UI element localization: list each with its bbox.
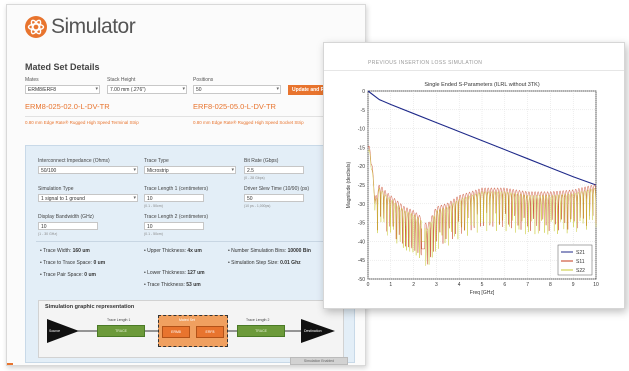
mates-select[interactable]: ERM8/ERF8: [25, 85, 100, 94]
legend-label: S11: [576, 259, 585, 265]
part-desc-right: 0.80 mm Edge Rate® Rugged High Speed Soc…: [193, 120, 304, 125]
trace-length2-hint: (0.1 - 50cm): [144, 232, 163, 236]
bandwidth-label: Display Bandwidth (GHz): [38, 214, 94, 220]
feedback-tab[interactable]: [7, 363, 13, 365]
atom-logo-icon: [25, 16, 47, 38]
destination-label: Destination: [304, 329, 322, 333]
app-name: Simulator: [51, 15, 136, 38]
trace-width-stat: • Trace Width: 160 um: [40, 248, 90, 254]
trace1-label: Trace Length 1: [107, 318, 131, 322]
trace-thickness-stat: • Trace Thickness: 53 um: [144, 282, 201, 288]
y-tick-label: 0: [362, 89, 365, 95]
bandwidth-hint: (1 - 30 GHz): [38, 232, 58, 236]
x-tick-label: 6: [503, 282, 506, 288]
sim-type-select[interactable]: 1 signal to 1 ground: [38, 194, 138, 202]
x-tick-label: 4: [458, 282, 461, 288]
y-tick-label: -25: [358, 183, 365, 189]
panel-divider: [36, 241, 346, 242]
simulation-button[interactable]: Simulation Enabled: [290, 357, 348, 365]
y-tick-label: -15: [358, 145, 365, 151]
parameters-panel: Interconnect Impedance (Ohms) 50/100 Tra…: [25, 145, 355, 365]
series-line-s11: [367, 145, 597, 265]
part-number-left[interactable]: ERM8-025-02.0-L-DV-TR: [25, 102, 110, 111]
y-tick-label: -45: [358, 258, 365, 264]
sim-type-label: Simulation Type: [38, 186, 74, 192]
x-tick-label: 3: [435, 282, 438, 288]
legend-label: S22: [576, 268, 585, 274]
bandwidth-input[interactable]: 10: [38, 222, 98, 230]
impedance-select[interactable]: 50/100: [38, 166, 138, 174]
bit-rate-hint: (0 - 28 Gbps): [244, 176, 265, 180]
divider: [25, 116, 355, 117]
x-tick-label: 5: [481, 282, 484, 288]
bit-rate-input[interactable]: 2.5: [244, 166, 304, 174]
y-tick-label: -30: [358, 202, 365, 208]
step-size-stat: • Simulation Step Size: 0.01 Ghz: [228, 260, 301, 266]
part-desc-left: 0.80 mm Edge Rate® Rugged High Speed Ter…: [25, 120, 139, 125]
graphic-title: Simulation graphic representation: [45, 304, 135, 310]
source-arrow: [47, 319, 79, 343]
trace-type-select[interactable]: Microstrip: [144, 166, 236, 174]
y-axis-label: Magnitude (decibels): [346, 161, 352, 208]
trace-to-trace-stat: • Trace to Trace Space: 0 um: [40, 260, 106, 266]
simulator-window: Simulator Mated Set Details Mates ERM8/E…: [6, 4, 366, 366]
trace2-box[interactable]: TRACE: [237, 325, 285, 337]
mated-set-group[interactable]: Mated Set ERM8 ERF8: [158, 315, 228, 347]
positions-select[interactable]: 50: [193, 85, 281, 94]
impedance-label: Interconnect Impedance (Ohms): [38, 158, 110, 164]
sim-bins-stat: • Number Simulation Bins: 10000 Bin: [228, 248, 311, 254]
erm-box[interactable]: ERM8: [162, 326, 190, 338]
s-parameter-chart: 0 1 2 3 4 5 6 7 8 9 10 0 -5 -10 -15 -20 -25 -30 -35 -40 -45 -…: [346, 82, 599, 296]
lower-thickness-stat: • Lower Thickness: 127 um: [144, 270, 205, 276]
chart-window: PREVIOUS INSERTION LOSS SIMULATION 0 1 2 3 4…: [323, 42, 625, 309]
y-tick-label: -5: [361, 108, 366, 114]
trace-pair-stat: • Trace Pair Space: 0 um: [40, 272, 96, 278]
stack-height-label: Stack Height: [107, 77, 136, 83]
y-tick-label: -50: [358, 277, 365, 283]
driver-slew-label: Driver Slew Time (10/90) (ps): [244, 186, 310, 192]
mated-set-label: Mated Set: [179, 318, 195, 322]
update-button[interactable]: Update and Rese: [288, 85, 346, 95]
trace2-label: Trace Length 2: [246, 318, 270, 322]
y-tick-label: -40: [358, 239, 365, 245]
stack-height-select[interactable]: 7.00 mm (.276"): [107, 85, 187, 94]
chart-window-title: PREVIOUS INSERTION LOSS SIMULATION: [368, 60, 483, 66]
x-tick-label: 7: [526, 282, 529, 288]
trace1-box[interactable]: TRACE: [97, 325, 145, 337]
legend-label: S21: [576, 250, 585, 256]
chart-window-header: PREVIOUS INSERTION LOSS SIMULATION: [324, 43, 624, 71]
simulation-graphic: Simulation graphic representation Source…: [38, 300, 344, 358]
bit-rate-label: Bit Rate (Gbps): [244, 158, 279, 164]
driver-slew-hint: (10 ps - 1,000ps): [244, 204, 271, 208]
x-axis-label: Freq [GHz]: [470, 290, 495, 296]
chart-title: Single Ended S-Parameters (ILRL without …: [424, 82, 540, 88]
trace-length1-input[interactable]: 10: [144, 194, 204, 202]
mates-label: Mates: [25, 77, 39, 83]
trace-length1-hint: (0.1 - 50cm): [144, 204, 163, 208]
part-number-right[interactable]: ERF8-025-05.0-L-DV-TR: [193, 102, 276, 111]
erf-box[interactable]: ERF8: [196, 326, 224, 338]
x-tick-label: 8: [549, 282, 552, 288]
destination-arrow: [301, 319, 335, 343]
driver-slew-input[interactable]: 50: [244, 194, 304, 202]
trace-length1-label: Trace Length 1 (centimeters): [144, 186, 209, 192]
trace-type-label: Trace Type: [144, 158, 169, 164]
positions-label: Positions: [193, 77, 214, 83]
trace-length2-label: Trace Length 2 (centimeters): [144, 214, 209, 220]
app-logo[interactable]: Simulator: [25, 15, 136, 39]
x-tick-label: 1: [389, 282, 392, 288]
source-label: Source: [49, 329, 61, 333]
series-line-s21: [367, 90, 597, 186]
y-tick-label: -20: [358, 164, 365, 170]
trace-length2-input[interactable]: 10: [144, 222, 204, 230]
x-tick-label: 2: [412, 282, 415, 288]
y-tick-label: -10: [358, 127, 365, 133]
series-line-s22: [367, 149, 597, 266]
upper-thickness-stat: • Upper Thickness: 4x um: [144, 248, 202, 254]
x-tick-label: 0: [367, 282, 370, 288]
y-tick-label: -35: [358, 221, 365, 227]
x-tick-label: 9: [572, 282, 575, 288]
section-title: Mated Set Details: [25, 62, 100, 72]
x-tick-label: 10: [593, 282, 599, 288]
